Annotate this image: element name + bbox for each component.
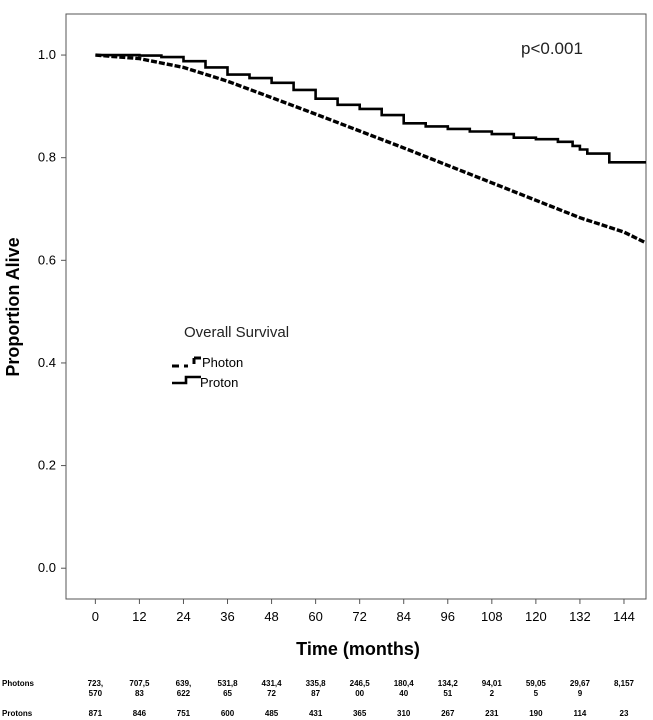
risk-value: 723, — [88, 679, 104, 688]
risk-value: 871 — [89, 709, 103, 718]
x-tick-label: 120 — [525, 609, 547, 624]
y-axis-title: Proportion Alive — [3, 237, 23, 376]
x-tick-label: 72 — [352, 609, 366, 624]
risk-value: 231 — [485, 709, 499, 718]
risk-value: 94,01 — [482, 679, 503, 688]
risk-value: 267 — [441, 709, 455, 718]
y-tick-label: 0.4 — [38, 355, 56, 370]
x-tick-label: 60 — [308, 609, 322, 624]
legend: Overall Survival Photon Proton — [172, 324, 289, 390]
risk-value: 87 — [311, 689, 320, 698]
risk-value: 29,67 — [570, 679, 591, 688]
legend-title: Overall Survival — [184, 324, 289, 341]
risk-value: 310 — [397, 709, 411, 718]
p-value-annotation: p<0.001 — [521, 39, 583, 58]
plot-frame — [65, 13, 647, 600]
x-tick-label: 0 — [92, 609, 99, 624]
x-tick-label: 84 — [396, 609, 410, 624]
risk-value: 570 — [89, 689, 103, 698]
risk-value: 5 — [534, 689, 539, 698]
legend-proton-label: Proton — [200, 375, 238, 390]
risk-value: 846 — [133, 709, 147, 718]
risk-value: 114 — [573, 709, 586, 718]
risk-value: 622 — [177, 689, 191, 698]
risk-value: 431 — [309, 709, 323, 718]
risk-value: 431,4 — [262, 679, 283, 688]
risk-value: 751 — [177, 709, 191, 718]
x-tick-label: 48 — [264, 609, 278, 624]
risk-value: 23 — [620, 709, 629, 718]
x-tick-label: 96 — [441, 609, 455, 624]
x-tick-label: 24 — [176, 609, 190, 624]
x-axis-title: Time (months) — [296, 639, 420, 659]
risk-value: 59,05 — [526, 679, 547, 688]
risk-value: 639, — [176, 679, 192, 688]
x-tick-label: 144 — [613, 609, 635, 624]
legend-proton-line-icon — [172, 375, 201, 385]
x-tick-label: 108 — [481, 609, 503, 624]
risk-row-label: Photons — [2, 679, 35, 688]
legend-photon-label: Photon — [202, 355, 243, 370]
risk-value: 531,8 — [218, 679, 239, 688]
risk-value: 134,2 — [438, 679, 459, 688]
risk-value: 707,5 — [129, 679, 150, 688]
x-tick-label: 36 — [220, 609, 234, 624]
series-line-photon — [95, 53, 647, 245]
risk-table: Photons 723,570 707,583 639,622 531,865 431,4… — [2, 679, 635, 718]
y-tick-label: 0.8 — [38, 150, 56, 165]
risk-value: 246,5 — [350, 679, 371, 688]
risk-value: 9 — [578, 689, 583, 698]
risk-value: 00 — [355, 689, 364, 698]
risk-value: 83 — [135, 689, 144, 698]
risk-value: 365 — [353, 709, 367, 718]
y-tick-label: 0.6 — [38, 252, 56, 267]
risk-value: 2 — [490, 689, 495, 698]
y-tick-label: 0.0 — [38, 560, 56, 575]
y-tick-label: 0.2 — [38, 458, 56, 473]
series-line-proton — [95, 53, 646, 164]
risk-value: 72 — [267, 689, 276, 698]
risk-value: 65 — [223, 689, 232, 698]
risk-value: 335,8 — [306, 679, 327, 688]
x-tick-label: 132 — [569, 609, 591, 624]
risk-value: 485 — [265, 709, 279, 718]
y-tick-label: 1.0 — [38, 47, 56, 62]
risk-value: 180,4 — [394, 679, 415, 688]
risk-value: 51 — [443, 689, 452, 698]
risk-row-label: Protons — [2, 709, 33, 718]
risk-value: 40 — [399, 689, 408, 698]
legend-photon-line-icon — [172, 356, 201, 368]
x-tick-label: 12 — [132, 609, 146, 624]
risk-value: 8,157 — [614, 679, 635, 688]
risk-value: 190 — [529, 709, 543, 718]
risk-value: 600 — [221, 709, 235, 718]
